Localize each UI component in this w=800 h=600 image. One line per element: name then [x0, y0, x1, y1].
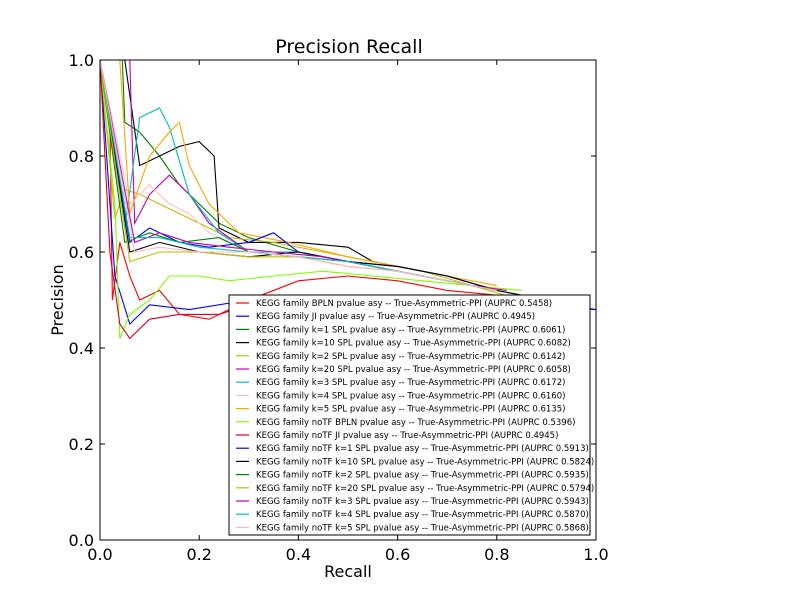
series-line-9 — [100, 60, 497, 287]
legend-label-4: KEGG family k=10 SPL pvalue asy -- True-… — [256, 339, 571, 349]
plot-frame — [99, 59, 597, 541]
legend-label-3: KEGG family k=1 SPL pvalue asy -- True-A… — [256, 325, 565, 335]
legend-label-11: KEGG family noTF JI pvalue asy -- True-A… — [256, 431, 558, 441]
x-tick-label: 1.0 — [583, 545, 608, 564]
legend-label-16: KEGG family noTF k=3 SPL pvalue asy -- T… — [256, 497, 589, 507]
series-layer — [100, 60, 596, 340]
y-axis: 0.0 0.2 0.4 0.6 0.8 1.0 — [69, 51, 596, 550]
x-tick-label: 0.4 — [286, 545, 311, 564]
legend-label-1: KEGG family BPLN pvalue asy -- True-Asym… — [256, 299, 552, 309]
series-line-6 — [100, 60, 497, 291]
legend-label-6: KEGG family k=20 SPL pvalue asy -- True-… — [256, 365, 571, 375]
x-tick-label: 0.8 — [484, 545, 509, 564]
series-line-5 — [100, 60, 522, 301]
legend-label-10: KEGG family noTF BPLN pvalue asy -- True… — [256, 418, 575, 428]
legend-label-14: KEGG family noTF k=2 SPL pvalue asy -- T… — [256, 471, 589, 481]
legend-box — [228, 294, 591, 536]
series-line-2 — [100, 60, 596, 326]
series-line-16 — [100, 60, 507, 291]
chart-title: Precision Recall — [275, 36, 423, 58]
legend-label-18: KEGG family noTF k=5 SPL pvalue asy -- T… — [256, 523, 589, 533]
series-line-12 — [100, 60, 497, 291]
legend-label-13: KEGG family noTF k=10 SPL pvalue asy -- … — [256, 457, 594, 467]
series-line-8 — [100, 60, 497, 291]
legend-label-17: KEGG family noTF k=4 SPL pvalue asy -- T… — [256, 510, 589, 520]
series-line-13 — [100, 60, 497, 291]
legend-label-15: KEGG family noTF k=20 SPL pvalue asy -- … — [256, 484, 594, 494]
y-tick-label: 0.6 — [69, 243, 94, 262]
x-tick-label: 0.0 — [87, 545, 112, 564]
y-tick-label: 0.4 — [69, 339, 94, 358]
series-line-18 — [100, 60, 497, 291]
y-tick-label: 0.2 — [69, 435, 94, 454]
y-tick-label: 0.0 — [69, 531, 94, 550]
y-tick-label: 0.8 — [69, 147, 94, 166]
series-line-10 — [100, 60, 522, 339]
legend: KEGG family BPLN pvalue asy -- True-Asym… — [228, 294, 594, 536]
series-line-4 — [100, 60, 547, 301]
series-line-7 — [100, 60, 497, 291]
legend-label-9: KEGG family k=5 SPL pvalue asy -- True-A… — [256, 405, 565, 415]
series-line-3 — [100, 60, 547, 301]
legend-label-8: KEGG family k=4 SPL pvalue asy -- True-A… — [256, 391, 565, 401]
legend-label-12: KEGG family noTF k=1 SPL pvalue asy -- T… — [256, 444, 589, 454]
y-axis-label: Precision — [48, 264, 67, 335]
x-axis: 0.0 0.2 0.4 0.6 0.8 1.0 — [87, 60, 609, 564]
x-tick-label: 0.6 — [385, 545, 410, 564]
series-line-17 — [100, 60, 497, 291]
legend-label-2: KEGG family JI pvalue asy -- True-Asymme… — [256, 312, 535, 322]
y-tick-label: 1.0 — [69, 51, 94, 70]
series-line-1 — [100, 60, 596, 320]
series-line-14 — [100, 60, 497, 291]
legend-label-5: KEGG family k=2 SPL pvalue asy -- True-A… — [256, 352, 565, 362]
x-tick-label: 0.2 — [186, 545, 211, 564]
x-axis-label: Recall — [324, 562, 372, 581]
series-line-15 — [100, 60, 497, 291]
legend-label-7: KEGG family k=3 SPL pvalue asy -- True-A… — [256, 378, 565, 388]
